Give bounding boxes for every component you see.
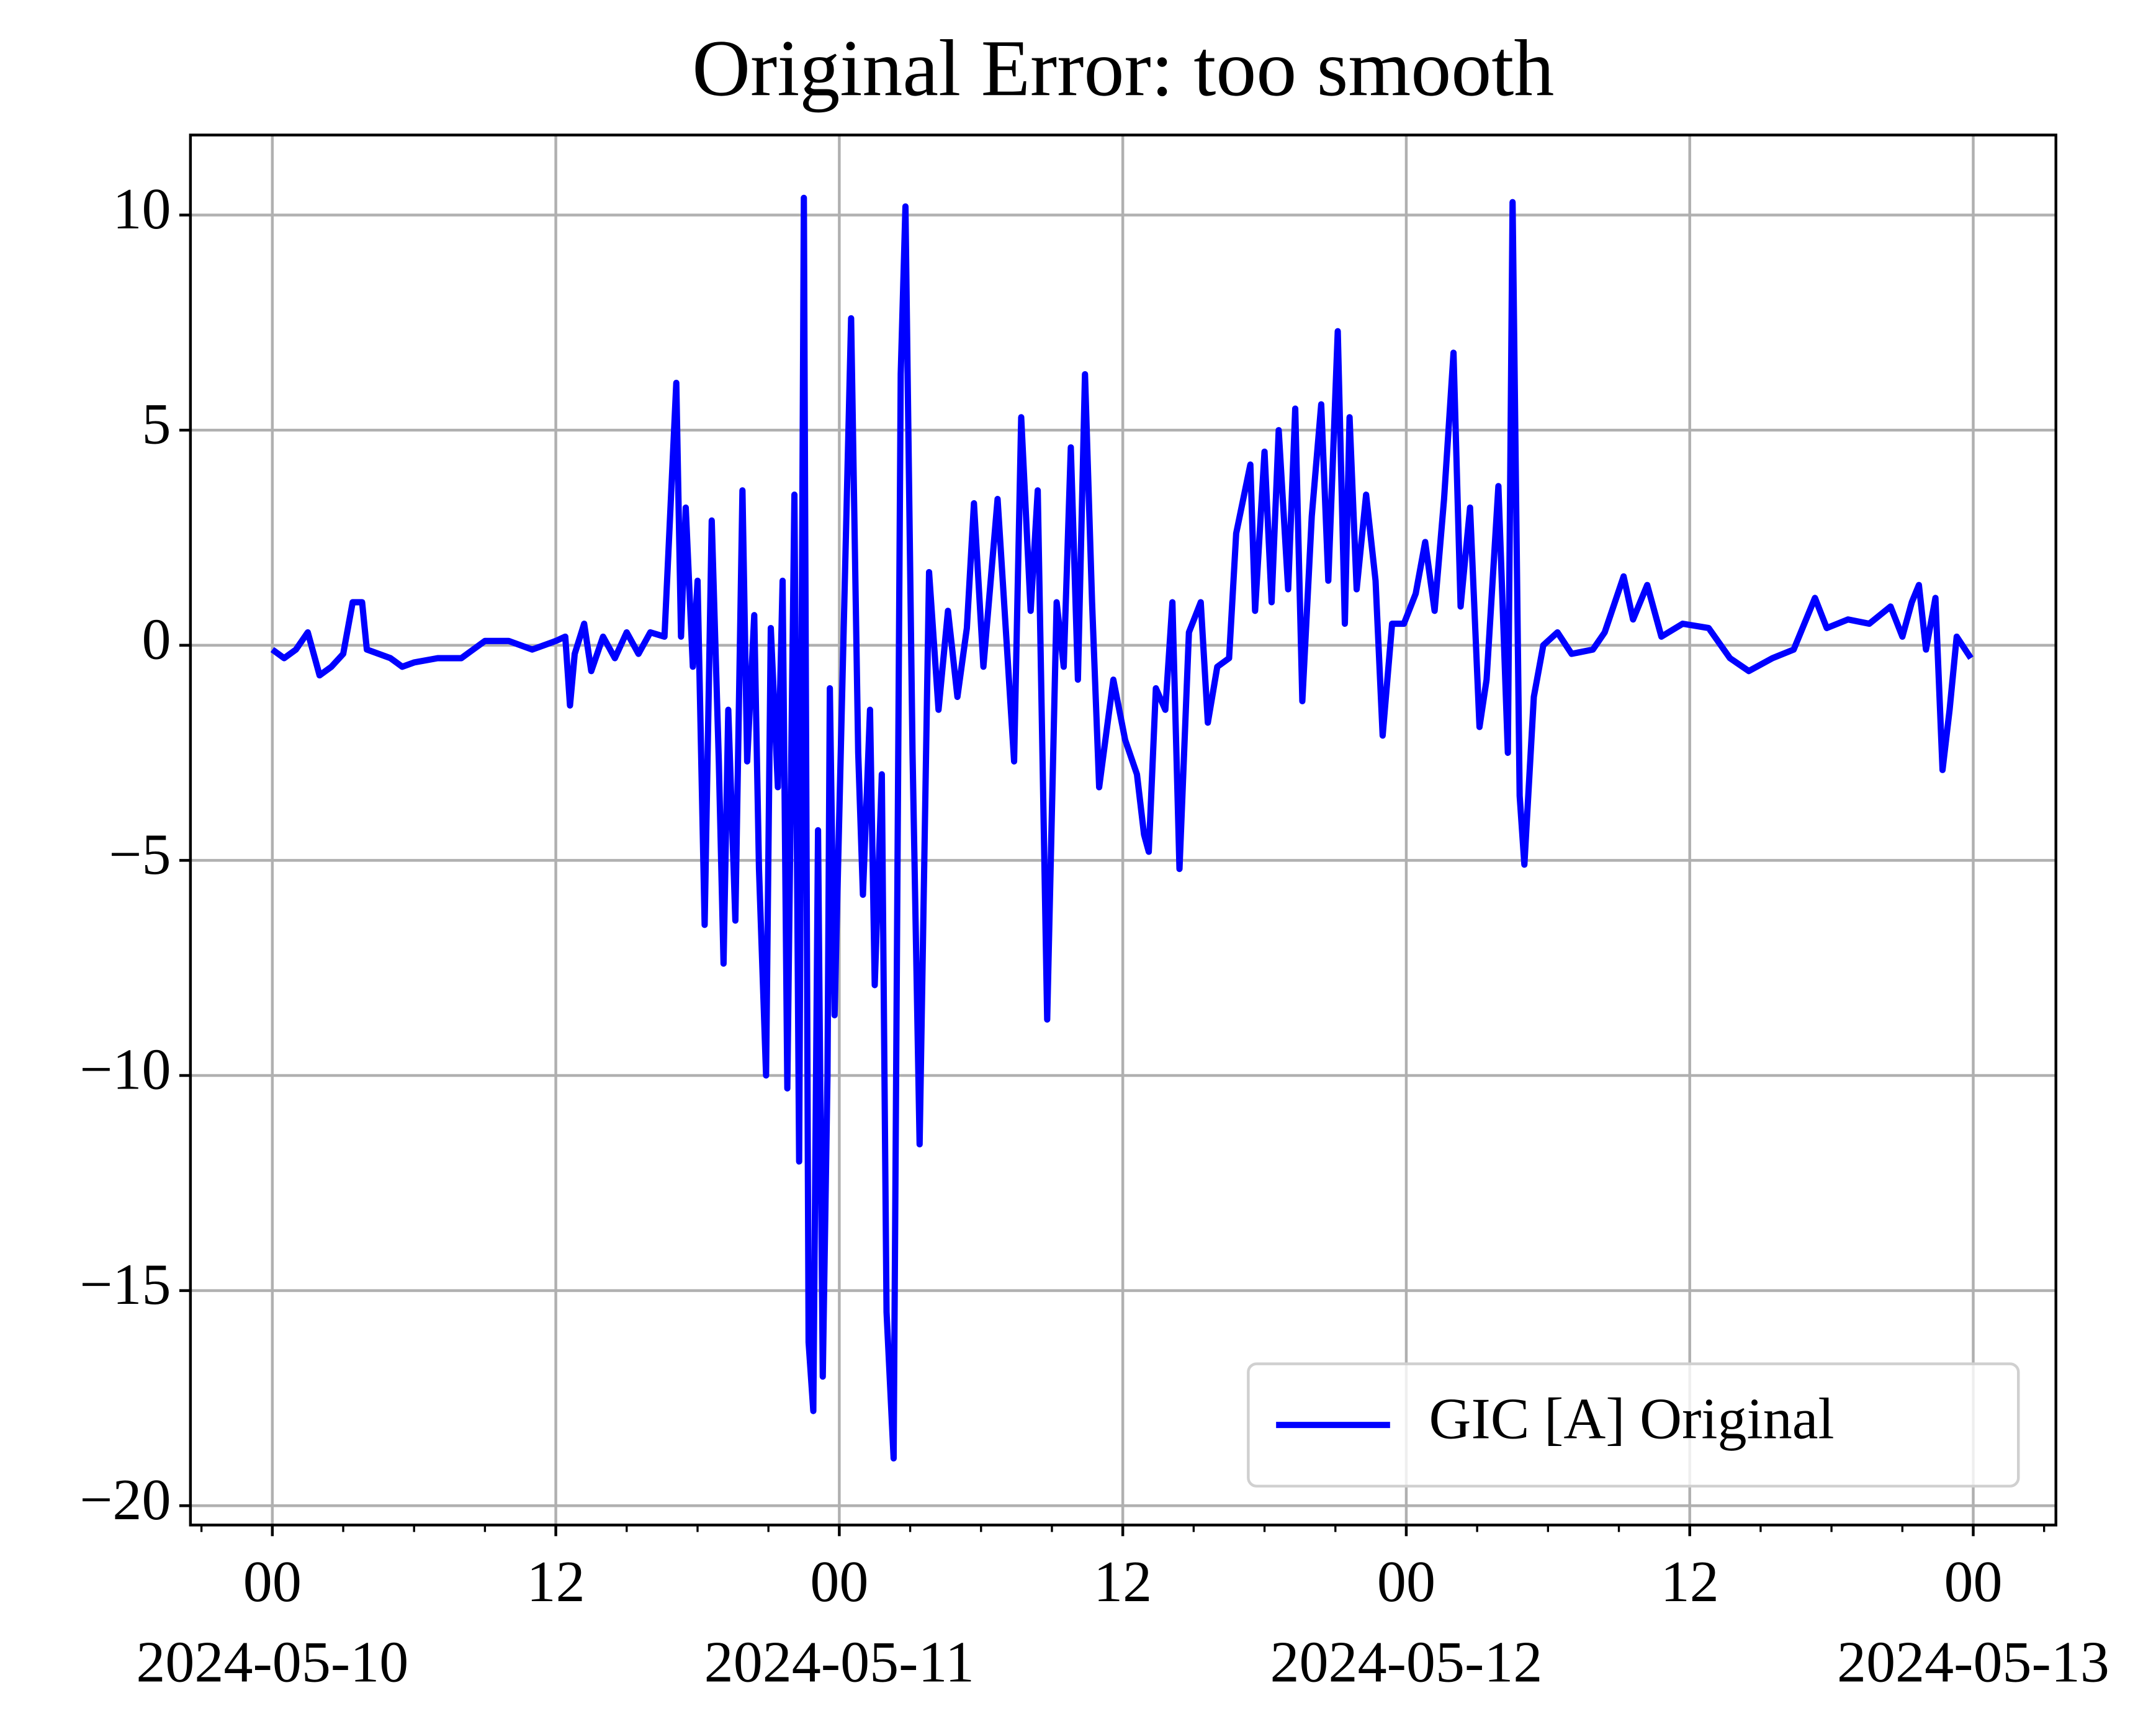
x-tick-label: 2024-05-12 [1270,1630,1542,1695]
chart-title: Original Error: too smooth [692,24,1554,113]
data-line [270,194,1974,1462]
x-tick-label: 00 [1377,1550,1435,1614]
y-tick-label: −20 [79,1468,171,1532]
legend: GIC [A] Original [1247,1362,2020,1488]
x-tick-label: 12 [1661,1550,1719,1614]
y-tick-label: −5 [109,822,171,887]
x-tick-label: 2024-05-10 [136,1630,408,1695]
y-tick-label: −15 [79,1252,171,1317]
legend-label: GIC [A] Original [1429,1387,1835,1452]
grid: −20 −15 −10 −5 0 5 10 00 2024-05-10 12 00 2024-05-1… [79,135,2109,1695]
x-tick-label: 12 [1094,1550,1152,1614]
x-tick-label: 12 [527,1550,585,1614]
x-tick-label: 00 [810,1550,868,1614]
y-tick-label: −10 [79,1038,171,1102]
plot-area [270,194,1974,1462]
y-tick-label: 0 [141,607,171,671]
x-tick-label: 2024-05-13 [1837,1630,2109,1695]
y-tick-label: 10 [112,177,171,241]
x-tick-label: 2024-05-11 [704,1630,974,1695]
axes-frame [189,133,2057,1527]
x-tick-label: 00 [1944,1550,2002,1614]
y-tick-label: 5 [141,392,171,457]
x-tick-label: 00 [243,1550,302,1614]
legend-box [1247,1362,2020,1488]
